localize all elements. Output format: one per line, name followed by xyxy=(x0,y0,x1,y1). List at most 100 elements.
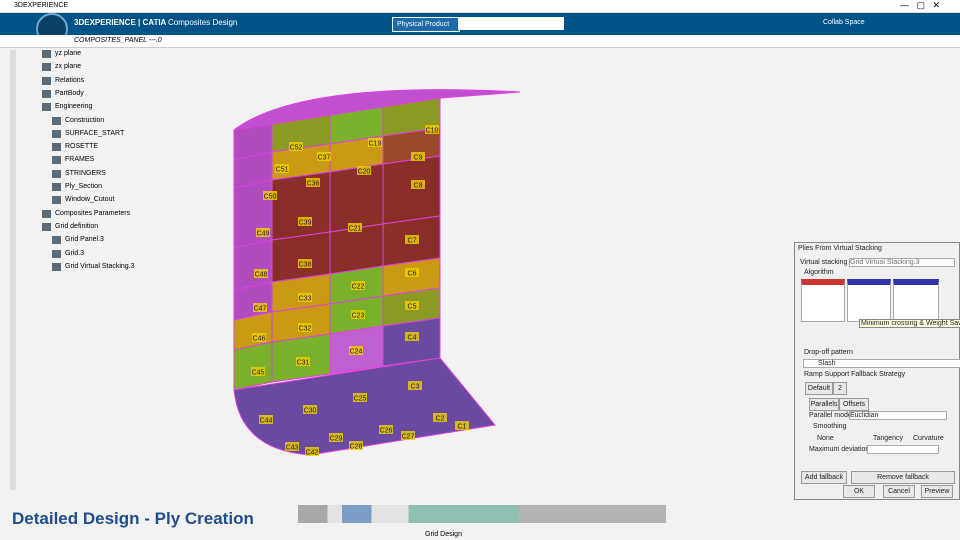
tree-item[interactable]: STRINGERS xyxy=(65,169,106,177)
tree-item[interactable]: Grid Virtual Stacking.3 xyxy=(65,262,135,270)
cell-label: C29 xyxy=(330,436,343,443)
cell-tag xyxy=(348,223,362,232)
cell-tag xyxy=(329,433,343,442)
cell-label: C44 xyxy=(260,418,273,425)
tab-bar: COMPOSITES_PANEL ---.0 xyxy=(0,35,960,48)
user-menu[interactable]: Collab Space xyxy=(823,19,865,26)
radio[interactable]: Tangency xyxy=(873,435,903,442)
cell-tag xyxy=(368,138,382,147)
tree-item[interactable]: Grid.3 xyxy=(65,249,85,257)
surface-cell xyxy=(233,179,273,249)
cell-tag xyxy=(405,268,419,277)
tree-item[interactable]: Ply_Section xyxy=(65,183,102,190)
cell-tag xyxy=(298,217,312,226)
cell-label: C43 xyxy=(286,445,299,452)
group-label: Algorithm xyxy=(804,269,834,276)
tree-item[interactable]: PartBody xyxy=(55,89,84,97)
tree-item[interactable]: Relations xyxy=(55,76,85,84)
tree-item[interactable]: Grid definition xyxy=(55,222,99,230)
tab[interactable]: COMPOSITES_PANEL ---.0 xyxy=(74,37,162,44)
window-controls[interactable]: — ▢ ✕ xyxy=(900,0,941,10)
cell-label: C24 xyxy=(350,349,363,356)
search-box[interactable] xyxy=(458,17,564,30)
cell-label: C9 xyxy=(414,155,423,162)
tree-icon xyxy=(52,196,61,205)
cell-label: C50 xyxy=(264,194,277,201)
group-label: Ramp Support Fallback Strategy xyxy=(804,371,906,378)
cell-label: C1 xyxy=(458,424,467,431)
cell-label: C27 xyxy=(402,434,415,441)
app-header: 3DEXPERIENCE | CATIA Composites Design P… xyxy=(0,13,960,45)
tree-icon xyxy=(42,50,51,58)
cell-label: C6 xyxy=(408,271,417,278)
caption: Detailed Design - Ply Creation xyxy=(12,509,254,528)
tab[interactable]: Parallels xyxy=(809,398,839,411)
tree-icon xyxy=(52,156,61,165)
cell-label: C45 xyxy=(252,370,265,377)
button[interactable]: Cancel xyxy=(883,485,915,498)
cell-tag xyxy=(379,425,393,434)
tab[interactable]: 2 xyxy=(833,382,847,395)
cell-label: C7 xyxy=(408,238,417,245)
cell-tag xyxy=(254,269,268,278)
cell-tag xyxy=(303,405,317,414)
cell-label: C20 xyxy=(358,169,371,176)
dialog: Plies From Virtual Stacking Virtual stac… xyxy=(794,242,960,500)
tree-item[interactable]: FRAMES xyxy=(65,156,95,164)
cell-tag xyxy=(405,301,419,310)
action-bar[interactable] xyxy=(298,505,666,523)
search-scope[interactable]: Physical Product xyxy=(392,17,460,32)
window-title: 3DEXPERIENCE xyxy=(14,2,69,9)
button[interactable]: Preview xyxy=(921,485,953,498)
app-name: Composites Design xyxy=(168,18,238,27)
cell-tag xyxy=(263,191,277,200)
algo-option[interactable] xyxy=(801,279,845,322)
cell-label: C51 xyxy=(276,167,289,174)
input[interactable]: Grid Virtual Stacking.3 xyxy=(849,258,955,267)
select[interactable]: Slash xyxy=(803,359,960,368)
tree-item[interactable]: Composites Parameters xyxy=(55,209,131,217)
tree-icon xyxy=(42,76,51,85)
tab[interactable]: Default xyxy=(805,382,833,395)
radio[interactable]: Curvature xyxy=(913,435,944,442)
tree-icon xyxy=(42,103,51,112)
tree-item[interactable]: yz plane xyxy=(55,50,82,57)
button[interactable]: Remove fallback xyxy=(851,471,955,484)
cell-label: C4 xyxy=(408,335,417,342)
tree-scrollbar xyxy=(10,50,16,490)
cell-label: C23 xyxy=(352,313,365,320)
cell-tag xyxy=(306,178,320,187)
tree-item[interactable]: SURFACE_START xyxy=(65,129,125,137)
cell-label: C26 xyxy=(380,428,393,435)
tab[interactable]: Offsets xyxy=(839,398,869,411)
cell-tag xyxy=(253,303,267,312)
algo-option[interactable] xyxy=(847,279,891,322)
dialog-title: Plies From Virtual Stacking xyxy=(798,245,882,252)
algo-option[interactable] xyxy=(893,279,939,322)
cell-tag xyxy=(408,381,422,390)
tree-item[interactable]: Grid Panel.3 xyxy=(65,236,104,244)
tree-icon xyxy=(52,143,61,152)
radio[interactable]: None xyxy=(817,435,834,442)
tree-item[interactable]: Construction xyxy=(65,116,105,124)
tree-item[interactable]: Window_Cutout xyxy=(65,196,115,204)
toolbar-label: Grid Design xyxy=(425,531,462,538)
cell-tag xyxy=(298,293,312,302)
cell-tag xyxy=(405,332,419,341)
label: Virtual stacking : xyxy=(800,259,852,266)
cell-label: C5 xyxy=(408,304,417,311)
title-bar: 3DEXPERIENCE — ▢ ✕ xyxy=(0,0,960,13)
input[interactable]: 0.01mm xyxy=(867,445,939,454)
surface-cell xyxy=(329,163,384,233)
button[interactable]: OK xyxy=(843,485,875,498)
button[interactable]: Add fallback xyxy=(801,471,847,484)
surface-cell xyxy=(233,239,273,291)
select[interactable]: Euclidian xyxy=(849,411,947,420)
tree-icon xyxy=(42,209,51,218)
group-label: Drop-off pattern xyxy=(804,349,853,356)
tree-item[interactable]: zx plane xyxy=(55,63,82,71)
cell-tag xyxy=(251,367,265,376)
cell-label: C52 xyxy=(290,145,303,152)
tree-item[interactable]: ROSETTE xyxy=(65,143,99,151)
tree-item[interactable]: Engineering xyxy=(55,103,93,111)
